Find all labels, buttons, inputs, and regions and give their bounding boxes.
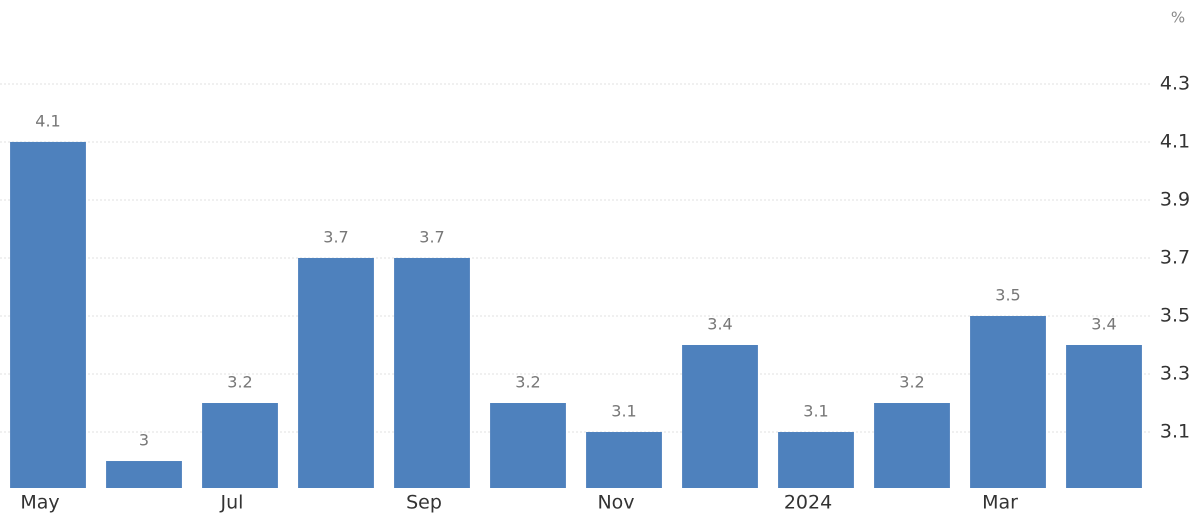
x-tick-label: May (20, 492, 59, 513)
unit-label: % (1171, 9, 1185, 27)
bar (874, 403, 950, 488)
bar (586, 432, 662, 488)
y-tick-label: 3.9 (1160, 188, 1190, 210)
bar (970, 315, 1046, 488)
y-tick-label: 3.3 (1160, 363, 1190, 385)
bar (202, 403, 278, 488)
data-label: 3.2 (227, 373, 252, 392)
data-label: 3.7 (419, 227, 444, 246)
bar (778, 432, 854, 488)
data-label: 3.4 (1091, 314, 1116, 333)
x-tick-label: Sep (406, 492, 442, 513)
data-label: 3.5 (995, 285, 1020, 304)
y-tick-label: 3.5 (1160, 304, 1190, 326)
data-label: 3.4 (707, 314, 732, 333)
bar (10, 141, 86, 488)
data-label: 4.1 (35, 111, 60, 130)
bar (1066, 344, 1142, 488)
x-tick-label: 2024 (784, 492, 832, 513)
y-tick-label: 3.7 (1160, 246, 1190, 268)
bar (106, 461, 182, 488)
bar (394, 257, 470, 488)
y-tick-label: 4.3 (1160, 72, 1190, 94)
y-tick-label: 4.1 (1160, 130, 1190, 152)
x-tick-label: Nov (597, 492, 634, 513)
bar (490, 403, 566, 488)
data-label: 3.1 (803, 402, 828, 421)
bar (682, 344, 758, 488)
data-label: 3.7 (323, 227, 348, 246)
x-tick-label: Mar (982, 492, 1018, 513)
data-label: 3.2 (515, 373, 540, 392)
data-label: 3 (139, 431, 149, 450)
data-label: 3.1 (611, 402, 636, 421)
x-tick-label: Jul (220, 492, 244, 513)
bar (298, 257, 374, 488)
y-tick-label: 3.1 (1160, 421, 1190, 443)
data-label: 3.2 (899, 373, 924, 392)
